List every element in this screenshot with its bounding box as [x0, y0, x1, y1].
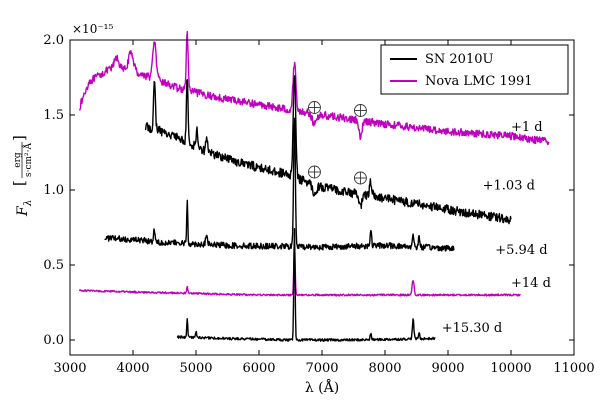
- legend-box: [380, 44, 569, 95]
- x-tick-label: 7000: [305, 361, 338, 376]
- legend: SN 2010U Nova LMC 1991: [380, 44, 569, 95]
- y-axis-bracket-right: ]: [10, 135, 28, 141]
- spectrum-line: [176, 228, 436, 342]
- y-axis-subscript: λ: [23, 200, 34, 207]
- spectrum-epoch-label: +14 d: [511, 276, 551, 291]
- series-layer: [78, 30, 550, 342]
- spectrum-epoch-label: +5.94 d: [495, 243, 547, 258]
- x-tick-label: 3000: [53, 361, 86, 376]
- y-ticks: 0.0 0.5 1.0 1.5 2.0: [43, 33, 574, 348]
- y-tick-label: 1.5: [43, 108, 64, 123]
- spectrum-epoch-label: +1.03 d: [483, 179, 535, 194]
- x-tick-label: 4000: [116, 361, 149, 376]
- spectrum-line: [144, 75, 512, 225]
- telluric-marker-layer: [307, 101, 367, 185]
- x-tick-label: 10000: [490, 361, 531, 376]
- x-tick-label: 11000: [553, 361, 594, 376]
- y-tick-label: 2.0: [43, 33, 64, 48]
- spectrum-labels: +1 d +1.03 d +5.94 d +14 d +15.30 d: [442, 120, 551, 336]
- x-tick-label: 6000: [242, 361, 275, 376]
- spectrum-epoch-label: +1 d: [511, 120, 543, 135]
- spectrum-line: [78, 30, 550, 146]
- y-axis-symbol: F: [15, 205, 31, 217]
- x-tick-label: 9000: [431, 361, 464, 376]
- x-ticks: 3000 4000 5000 6000 7000 8000 9000 10000 11000: [53, 40, 595, 376]
- y-axis-unit-denominator: s·cm²·Å: [22, 142, 34, 177]
- y-axis-title: F λ [ erg s·cm²·Å ]: [10, 135, 34, 217]
- legend-label-nova: Nova LMC 1991: [425, 74, 533, 89]
- x-tick-label: 5000: [179, 361, 212, 376]
- spectrum-line: [78, 245, 521, 297]
- x-axis-title: λ (Å): [305, 378, 339, 396]
- y-tick-label: 1.0: [43, 183, 64, 198]
- spectrum-epoch-label: +15.30 d: [442, 321, 503, 336]
- y-axis-bracket-left: [: [10, 180, 28, 186]
- y-multiplier: ×10⁻¹⁵: [72, 22, 113, 36]
- x-tick-label: 8000: [368, 361, 401, 376]
- y-tick-label: 0.0: [43, 333, 64, 348]
- legend-label-sn: SN 2010U: [425, 52, 493, 67]
- spectrum-line: [104, 117, 455, 252]
- y-axis-unit-numerator: erg: [13, 152, 23, 168]
- y-tick-label: 0.5: [43, 258, 64, 273]
